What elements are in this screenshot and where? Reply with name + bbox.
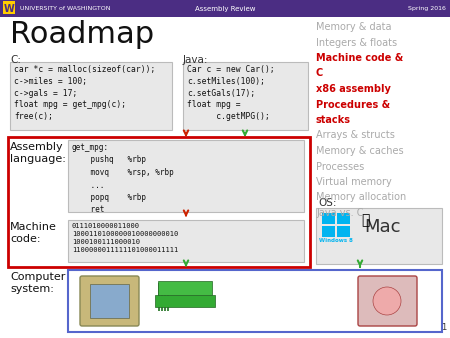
Text: 1: 1 — [441, 323, 446, 332]
Text: C:: C: — [10, 55, 21, 65]
Text: Assembly
language:: Assembly language: — [10, 142, 66, 164]
Bar — [322, 213, 335, 224]
Bar — [322, 225, 335, 237]
Text: 0111010000011000
1000110100000010000000010
1000100111000010
11000000111111010000: 0111010000011000 10001101000000100000000… — [72, 223, 178, 253]
Text: car *c = malloc(sizeof(car));
c->miles = 100;
c->gals = 17;
float mpg = get_mpg(: car *c = malloc(sizeof(car)); c->miles =… — [14, 65, 155, 121]
Bar — [161, 283, 163, 311]
Text: Mac: Mac — [365, 218, 401, 236]
Text: x86 assembly: x86 assembly — [316, 84, 391, 94]
Text: Java vs. C: Java vs. C — [316, 208, 364, 218]
Text: Memory & data: Memory & data — [316, 22, 392, 32]
Bar — [8, 137, 310, 267]
Text: Machine
code:: Machine code: — [10, 222, 57, 244]
Text: Spring 2016: Spring 2016 — [408, 6, 446, 11]
Text: Java:: Java: — [183, 55, 208, 65]
Text: Windows 8: Windows 8 — [319, 239, 353, 243]
Text: stacks: stacks — [316, 115, 351, 125]
Bar — [10, 62, 172, 130]
Bar — [183, 62, 308, 130]
Bar — [316, 208, 442, 264]
Text: UNIVERSITY of WASHINGTON: UNIVERSITY of WASHINGTON — [20, 6, 111, 11]
Bar — [158, 283, 160, 311]
Bar — [68, 140, 304, 212]
Text: Arrays & structs: Arrays & structs — [316, 130, 395, 141]
Bar — [0, 0, 450, 17]
Text: C: C — [316, 69, 323, 78]
Text: get_mpg:
    pushq   %rbp
    movq    %rsp, %rbp
    ...
    popq    %rbp
    re: get_mpg: pushq %rbp movq %rsp, %rbp ... … — [72, 143, 174, 215]
Text: Processes: Processes — [316, 162, 364, 171]
FancyBboxPatch shape — [80, 276, 139, 326]
Text: 🐧: 🐧 — [361, 213, 369, 227]
Circle shape — [373, 287, 401, 315]
Bar — [167, 283, 169, 311]
Bar — [337, 213, 350, 224]
Text: Machine code &: Machine code & — [316, 53, 403, 63]
Text: Memory allocation: Memory allocation — [316, 193, 406, 202]
Text: Car c = new Car();
c.setMiles(100);
c.setGals(17);
float mpg =
      c.getMPG();: Car c = new Car(); c.setMiles(100); c.se… — [187, 65, 275, 121]
Text: Procedures &: Procedures & — [316, 99, 390, 110]
Text: Integers & floats: Integers & floats — [316, 38, 397, 48]
Bar — [155, 295, 215, 307]
Bar — [158, 281, 212, 295]
Bar — [68, 270, 442, 332]
Bar — [337, 225, 350, 237]
Text: OS:: OS: — [318, 198, 337, 208]
Text: Assembly Review: Assembly Review — [195, 5, 255, 11]
Text: Roadmap: Roadmap — [10, 20, 154, 49]
Text: Virtual memory: Virtual memory — [316, 177, 392, 187]
Bar — [90, 284, 129, 318]
Bar — [68, 220, 304, 262]
Bar — [3, 1, 15, 14]
Bar — [164, 283, 166, 311]
FancyBboxPatch shape — [358, 276, 417, 326]
Text: Computer
system:: Computer system: — [10, 272, 65, 294]
Text: W: W — [4, 3, 14, 14]
Text: Memory & caches: Memory & caches — [316, 146, 404, 156]
